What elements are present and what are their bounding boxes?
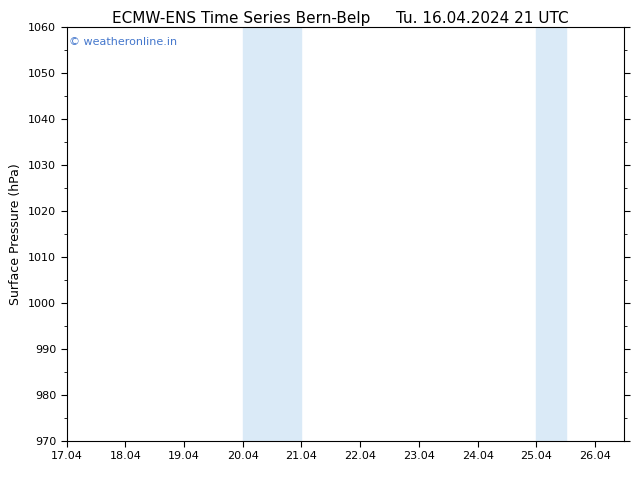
Bar (243, 27, 302, 441)
Y-axis label: Surface Pressure (hPa): Surface Pressure (hPa) (10, 163, 22, 305)
Text: Tu. 16.04.2024 21 UTC: Tu. 16.04.2024 21 UTC (396, 11, 568, 26)
Text: ECMW-ENS Time Series Bern-Belp: ECMW-ENS Time Series Bern-Belp (112, 11, 370, 26)
Text: © weatheronline.in: © weatheronline.in (69, 37, 178, 48)
Bar (536, 27, 566, 441)
